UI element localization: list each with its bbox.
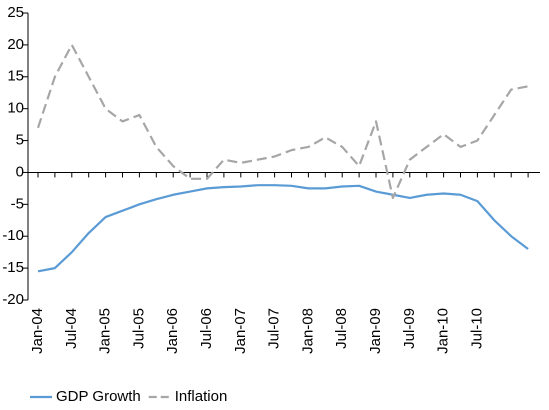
x-tick-label: Jan-05 xyxy=(97,308,114,354)
y-tick-label: 5 xyxy=(16,132,24,149)
y-tick-label: 15 xyxy=(7,68,24,85)
y-tick-label: -20 xyxy=(2,291,24,308)
legend-label: GDP Growth xyxy=(56,388,141,405)
legend-label: Inflation xyxy=(175,388,228,405)
x-tick-label: Jan-09 xyxy=(367,308,384,354)
x-tick-label: Jul-10 xyxy=(468,308,485,349)
x-tick-label: Jan-07 xyxy=(232,308,249,354)
y-tick-label: 0 xyxy=(16,163,24,180)
x-tick-label: Jul-06 xyxy=(198,308,215,349)
series-line xyxy=(37,184,529,273)
y-tick-label: 20 xyxy=(7,36,24,53)
y-tick-label: -15 xyxy=(2,259,24,276)
y-tick-label: 10 xyxy=(7,100,24,117)
x-tick-label: Jul-04 xyxy=(63,308,80,349)
x-tick-label: Jul-09 xyxy=(401,308,418,349)
y-tick-label: -5 xyxy=(11,195,24,212)
y-tick-label: 25 xyxy=(7,4,24,21)
series-line xyxy=(36,43,529,200)
x-tick-label: Jul-08 xyxy=(333,308,350,349)
x-tick-label: Jan-04 xyxy=(29,308,46,354)
x-tick-label: Jul-05 xyxy=(130,308,147,349)
x-tick-label: Jan-06 xyxy=(164,308,181,354)
y-tick-label: -10 xyxy=(2,227,24,244)
x-tick-label: Jan-08 xyxy=(299,308,316,354)
x-tick-label: Jan-10 xyxy=(435,308,452,354)
x-tick-label: Jul-07 xyxy=(266,308,283,349)
